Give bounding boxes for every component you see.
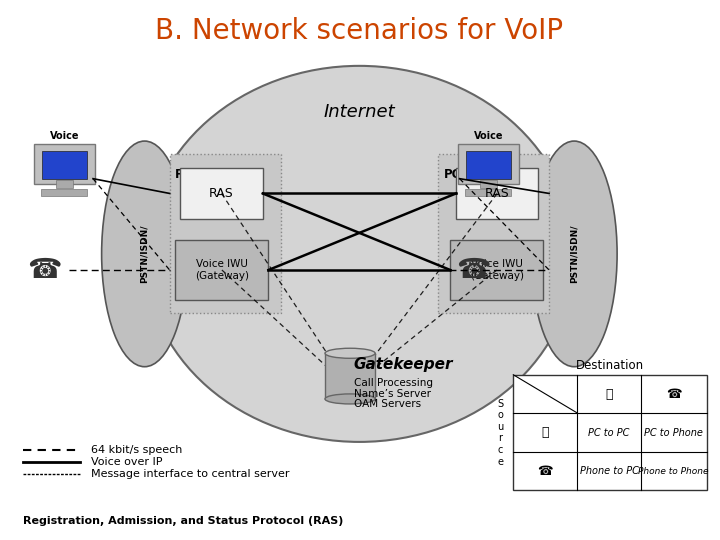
Text: PC to PC: PC to PC — [588, 428, 630, 437]
Text: ☎: ☎ — [27, 256, 62, 284]
Text: 🖥: 🖥 — [606, 388, 613, 401]
Text: Destination: Destination — [576, 359, 644, 372]
Ellipse shape — [102, 141, 187, 367]
Text: B. Network scenarios for VoIP: B. Network scenarios for VoIP — [156, 17, 564, 45]
Text: Message interface to central server: Message interface to central server — [91, 469, 289, 478]
Text: POP: POP — [176, 168, 202, 181]
Text: Call Processing: Call Processing — [354, 378, 433, 388]
Text: PSTN/ISDN/: PSTN/ISDN/ — [570, 225, 579, 283]
Ellipse shape — [531, 141, 617, 367]
Text: Voice IWU
(Gateway): Voice IWU (Gateway) — [195, 259, 249, 281]
Text: ☎: ☎ — [666, 388, 682, 401]
Text: Name’s Server: Name’s Server — [354, 389, 431, 399]
Text: Voice: Voice — [474, 131, 503, 141]
Bar — [181, 168, 263, 219]
Bar — [56, 180, 73, 188]
Text: Phone to Phone: Phone to Phone — [639, 467, 709, 476]
Ellipse shape — [325, 394, 375, 404]
Text: PSTN/ISDN/: PSTN/ISDN/ — [140, 225, 149, 283]
Bar — [34, 144, 95, 184]
Bar — [480, 180, 497, 188]
Text: Gatekeeper: Gatekeeper — [354, 356, 453, 372]
Text: OAM Servers: OAM Servers — [354, 399, 420, 409]
Text: RAS: RAS — [485, 187, 510, 200]
Text: RAS: RAS — [210, 187, 234, 200]
Text: 🖥: 🖥 — [541, 426, 549, 439]
Text: ☎: ☎ — [537, 465, 553, 478]
Text: Voice: Voice — [50, 131, 79, 141]
Text: ☎: ☎ — [456, 256, 491, 284]
Bar — [325, 353, 375, 399]
Bar — [176, 240, 269, 300]
Bar — [170, 154, 281, 313]
Text: POP: POP — [444, 168, 471, 181]
Bar — [466, 151, 510, 179]
Bar — [450, 240, 544, 300]
Bar — [42, 151, 87, 179]
Ellipse shape — [325, 348, 375, 359]
Text: Voice over IP: Voice over IP — [91, 457, 163, 467]
Bar — [438, 154, 549, 313]
Bar — [458, 144, 518, 184]
Text: Phone to PC: Phone to PC — [580, 466, 639, 476]
Text: Voice IWU
(Gateway): Voice IWU (Gateway) — [470, 259, 524, 281]
Bar — [456, 168, 539, 219]
Text: 64 kbit/s speech: 64 kbit/s speech — [91, 445, 182, 455]
Text: PC to Phone: PC to Phone — [644, 428, 703, 437]
Ellipse shape — [145, 66, 574, 442]
Text: Registration, Admission, and Status Protocol (RAS): Registration, Admission, and Status Prot… — [23, 516, 343, 526]
Text: S
o
u
r
c
e: S o u r c e — [498, 399, 503, 467]
Bar — [513, 375, 706, 490]
Text: Internet: Internet — [323, 103, 395, 120]
Bar — [42, 190, 87, 196]
Bar — [465, 190, 511, 196]
